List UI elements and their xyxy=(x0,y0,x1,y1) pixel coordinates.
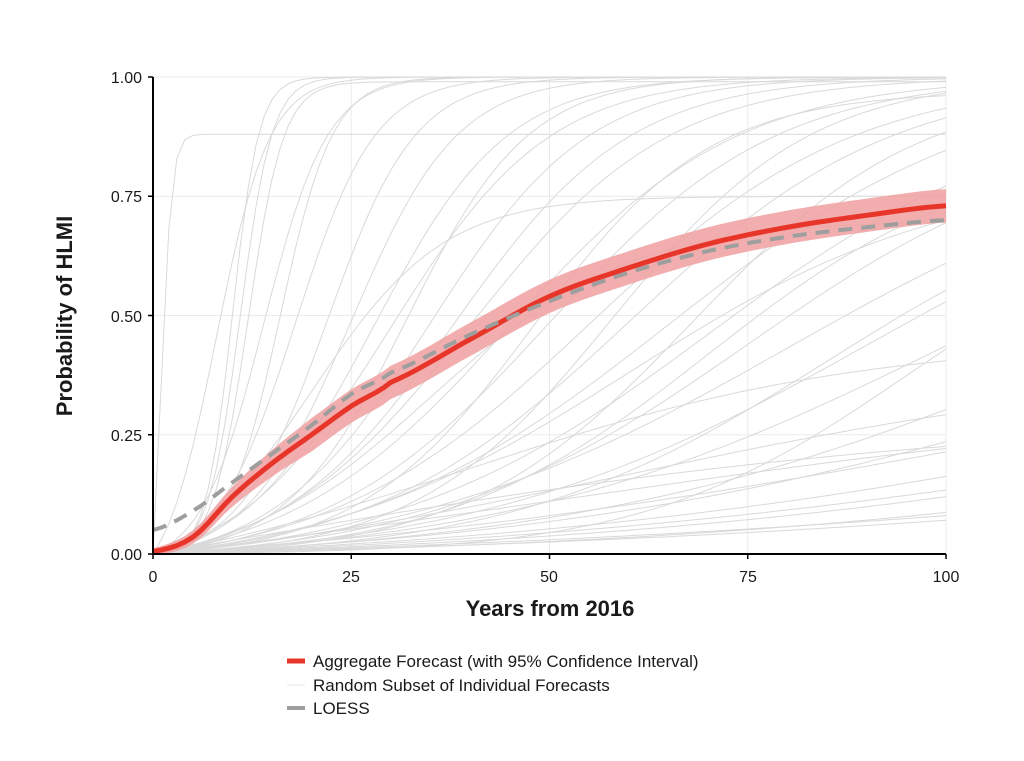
individual-forecast-line xyxy=(152,348,947,555)
x-tick-label: 75 xyxy=(739,569,757,586)
individual-forecast-line xyxy=(152,262,947,555)
grid-lines xyxy=(152,76,947,555)
axes xyxy=(148,76,947,559)
y-tick-label: 0.00 xyxy=(111,547,142,564)
individual-forecast-line xyxy=(152,107,947,555)
x-tick-label: 100 xyxy=(933,569,960,586)
individual-forecast-line xyxy=(152,195,946,555)
legend: Aggregate Forecast (with 95% Confidence … xyxy=(287,652,699,718)
individual-forecast-line xyxy=(152,496,947,555)
y-tick-label: 1.00 xyxy=(111,70,142,87)
individual-forecast-line xyxy=(152,76,946,555)
x-tick-label: 0 xyxy=(149,569,158,586)
individual-forecast-line xyxy=(152,448,947,555)
legend-label-individual: Random Subset of Individual Forecasts xyxy=(313,676,610,695)
legend-label-loess: LOESS xyxy=(313,699,370,718)
individual-forecast-line xyxy=(152,77,946,555)
individual-forecast-line xyxy=(152,133,946,555)
y-tick-label: 0.75 xyxy=(111,189,142,206)
individual-forecast-line xyxy=(152,80,947,555)
individual-forecast-line xyxy=(152,76,946,555)
individual-forecast-line xyxy=(152,519,947,555)
legend-label-aggregate: Aggregate Forecast (with 95% Confidence … xyxy=(313,652,699,671)
individual-forecast-line xyxy=(152,92,947,555)
individual-forecast-line xyxy=(152,475,947,555)
individual-forecast-line xyxy=(152,77,947,555)
y-tick-label: 0.25 xyxy=(111,428,142,445)
y-tick-label: 0.50 xyxy=(111,309,142,326)
y-axis-title: Probability of HLMI xyxy=(52,216,77,416)
individual-forecast-line xyxy=(152,445,947,555)
individual-forecast-line xyxy=(152,117,947,555)
aggregate-forecast-line xyxy=(152,203,947,555)
individual-forecast-line xyxy=(152,515,947,555)
loess-line xyxy=(152,218,947,533)
x-tick-label: 50 xyxy=(540,569,558,586)
x-tick-label: 25 xyxy=(342,569,360,586)
individual-forecast-line xyxy=(152,185,947,555)
individual-forecast-line xyxy=(152,451,947,555)
x-axis-title: Years from 2016 xyxy=(466,596,635,621)
individual-forecast-line xyxy=(152,360,947,555)
individual-forecasts xyxy=(152,76,947,555)
y-tick-labels: 0.00 0.25 0.50 0.75 1.00 xyxy=(111,70,142,564)
loess-series xyxy=(152,218,947,533)
individual-forecast-line xyxy=(152,441,947,555)
x-tick-labels: 0 25 50 75 100 xyxy=(149,569,960,586)
